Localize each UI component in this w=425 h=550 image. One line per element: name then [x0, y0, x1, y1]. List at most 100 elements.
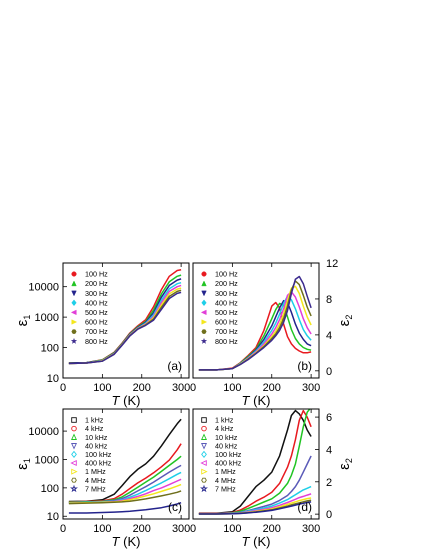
series-lines	[198, 275, 312, 371]
legend-marker	[201, 319, 208, 325]
y-tick-label: 10	[47, 511, 59, 523]
legend-marker	[70, 443, 78, 450]
legend-marker	[71, 329, 77, 334]
legend-marker	[200, 484, 208, 493]
legend-label: 4 MHz	[215, 476, 236, 485]
panel-tag: (c)	[168, 500, 182, 514]
legend-label: 4 kHz	[85, 424, 104, 433]
x-tick-label: 200	[133, 382, 151, 394]
legend-label: 40 kHz	[85, 441, 108, 450]
x-tick-label: 0	[190, 523, 196, 535]
legend-label: 1 kHz	[215, 416, 234, 425]
y-axis-label: ε2	[336, 458, 354, 470]
series-line-7	[198, 275, 312, 371]
series-lines	[68, 269, 182, 365]
x-tick-label: 300	[302, 523, 320, 535]
y-tick-label: 10000	[28, 426, 59, 438]
y-tick-label: 0	[326, 366, 332, 378]
y-axis-label: ε1	[14, 458, 32, 470]
x-tick-label: 100	[93, 382, 111, 394]
legend-label: 10 kHz	[215, 433, 238, 442]
legend-marker	[70, 433, 78, 440]
y-axis-label: ε1	[14, 315, 32, 327]
x-axis-label: T (K)	[242, 393, 271, 408]
plot-frame	[192, 262, 320, 379]
y-tick-label: 10	[47, 373, 59, 385]
legend-marker	[200, 433, 208, 440]
panel-a: 0 100 200 300 10 100 1000 10000 T (K) ε1 (a) 100 Hz…	[14, 262, 190, 408]
x-tick-label: 0	[190, 382, 196, 394]
legend-marker	[71, 417, 77, 423]
legend-marker	[71, 450, 77, 459]
panel-tag: (d)	[297, 500, 312, 514]
series-line-8	[198, 501, 312, 515]
legend-label: 400 Hz	[215, 298, 238, 307]
legend-marker	[71, 477, 77, 483]
x-tick-label: 300	[302, 382, 320, 394]
y-tick-label: 10000	[28, 282, 59, 294]
legend-label: 200 Hz	[85, 279, 108, 288]
series-line-8	[68, 501, 182, 514]
x-tick-label: 100	[223, 523, 241, 535]
y-tick-label: 1000	[35, 312, 59, 324]
legend-label: 300 Hz	[215, 289, 238, 298]
legend-label: 400 Hz	[85, 298, 108, 307]
legend-label: 4 MHz	[85, 476, 106, 485]
legend-label: 100 kHz	[85, 450, 112, 459]
legend-label: 4 kHz	[215, 424, 234, 433]
x-axis-label: T (K)	[242, 534, 271, 549]
legend-marker	[201, 468, 208, 475]
legend-label: 600 Hz	[85, 318, 108, 327]
legend-label: 500 Hz	[85, 308, 108, 317]
plot-frame	[62, 262, 190, 379]
x-tick-label: 200	[263, 523, 281, 535]
panel-tag: (b)	[297, 359, 312, 373]
plot-frame	[62, 408, 190, 520]
x-tick-label: 200	[133, 523, 151, 535]
legend-label: 700 Hz	[85, 327, 108, 336]
x-axis-label: T (K)	[112, 393, 141, 408]
legend-label: 500 Hz	[215, 308, 238, 317]
legend-label: 100 kHz	[215, 450, 242, 459]
y-tick-label: 100	[41, 343, 59, 355]
x-tick-label: 200	[263, 382, 281, 394]
y-tick-label: 6	[326, 412, 332, 424]
legend-marker	[201, 271, 207, 277]
legend-label: 7 MHz	[85, 484, 106, 493]
legend-label: 800 Hz	[85, 337, 108, 346]
y-tick-label: 1000	[35, 454, 59, 466]
legend-label: 10 kHz	[85, 433, 108, 442]
legend-label: 700 Hz	[215, 327, 238, 336]
x-tick-label: 300	[172, 523, 190, 535]
y-tick-label: 2	[326, 477, 332, 489]
legend-marker	[200, 459, 207, 467]
plot-frame	[192, 408, 320, 520]
legend-marker	[71, 271, 77, 277]
legend-marker	[70, 459, 77, 467]
y-tick-label: 4	[326, 444, 332, 456]
y-axis-label: ε2	[336, 315, 354, 327]
legend-marker	[200, 337, 208, 345]
legend-label: 1 kHz	[85, 416, 104, 425]
x-tick-label: 100	[93, 523, 111, 535]
series-line-7	[68, 291, 182, 365]
x-tick-label: 100	[223, 382, 241, 394]
legend-marker	[71, 319, 78, 325]
legend-label: 7 MHz	[215, 484, 236, 493]
legend-marker	[201, 450, 207, 459]
series-lines	[198, 409, 312, 515]
legend-label: 100 Hz	[85, 270, 108, 279]
legend-marker	[70, 484, 78, 493]
legend-marker	[201, 280, 207, 287]
x-tick-label: 300	[172, 382, 190, 394]
series-line-0	[68, 418, 182, 503]
legend-marker	[201, 290, 207, 297]
legend-label: 1 MHz	[85, 467, 106, 476]
legend-marker	[71, 280, 77, 287]
y-tick-label: 12	[326, 258, 338, 270]
